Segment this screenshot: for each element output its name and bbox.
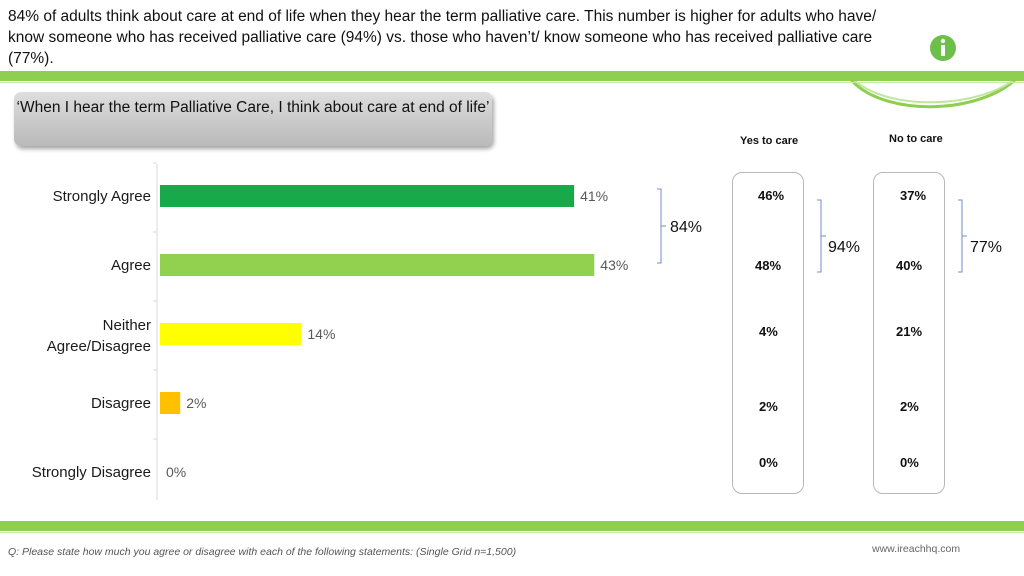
category-label: Strongly Agree	[53, 188, 151, 205]
no-value: 0%	[900, 455, 919, 470]
agreement-bar-chart: 41% Strongly Agree 43% Agree 14% Neither Agree…	[32, 162, 628, 500]
bar-strongly-agree	[160, 185, 575, 207]
overall-agree-bracket	[657, 188, 662, 264]
top-divider	[0, 71, 1024, 81]
category-label: Disagree	[91, 395, 151, 412]
category-label: Strongly Disagree	[32, 464, 151, 481]
yes-value: 4%	[759, 324, 778, 339]
category-label: Agree/Disagree	[47, 338, 151, 355]
yes-column-title: Yes to care	[740, 135, 799, 147]
yes-agree-bracket	[817, 199, 822, 273]
website-link[interactable]: www.ireachhq.com	[872, 543, 961, 555]
question-callout: ‘When I hear the term Palliative Care, I…	[14, 92, 492, 146]
bottom-divider	[0, 521, 1024, 531]
no-column-title: No to care	[889, 133, 943, 145]
no-to-care-panel	[873, 172, 945, 494]
bar-value-label: 0%	[166, 464, 186, 480]
no-value: 40%	[896, 258, 923, 273]
headline: 84% of adults think about care at end of…	[8, 8, 877, 67]
bar-neither-agree-disagree	[160, 323, 302, 345]
yes-value: 48%	[755, 258, 782, 273]
no-agree-bracket	[958, 199, 963, 273]
no-agree-total: 77%	[970, 239, 1003, 256]
yes-to-care-panel	[732, 172, 804, 494]
bar-value-label: 14%	[307, 326, 335, 342]
category-label: Neither	[103, 317, 151, 334]
bar-disagree	[160, 392, 181, 414]
brand-logo	[846, 35, 1024, 109]
no-value: 21%	[896, 324, 923, 339]
bar-agree	[160, 254, 595, 276]
footnote: Q: Please state how much you agree or di…	[8, 546, 517, 558]
bar-value-label: 2%	[186, 395, 206, 411]
no-value: 2%	[900, 399, 919, 414]
overall-agree-total: 84%	[670, 219, 703, 236]
yes-value: 0%	[759, 455, 778, 470]
category-label: Agree	[111, 257, 151, 274]
bar-value-label: 43%	[600, 257, 628, 273]
agree-brackets	[657, 188, 967, 273]
yes-agree-total: 94%	[828, 239, 861, 256]
yes-value: 46%	[758, 188, 785, 203]
yes-value: 2%	[759, 399, 778, 414]
no-value: 37%	[900, 188, 927, 203]
bar-value-label: 41%	[580, 188, 608, 204]
